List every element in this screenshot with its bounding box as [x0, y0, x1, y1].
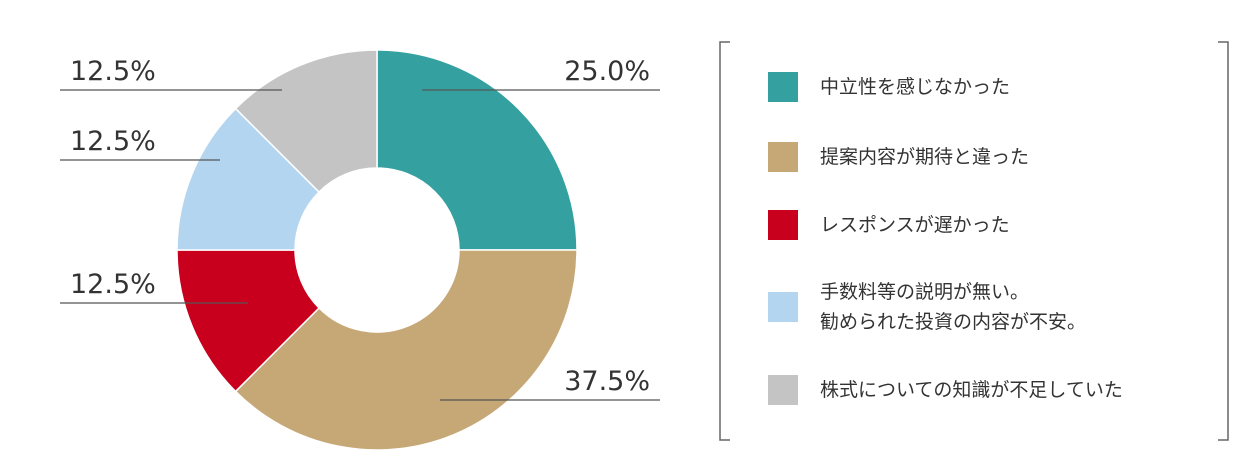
- donut-slice: [234, 49, 378, 194]
- legend-label: 株式についての知識が不足していた: [820, 379, 1123, 401]
- legend-bracket: [719, 41, 730, 441]
- legend-swatch: [768, 210, 798, 240]
- legend-label: レスポンスが遅かった: [820, 214, 1010, 236]
- value-label: 12.5%: [70, 126, 156, 157]
- value-label: 37.5%: [564, 366, 650, 397]
- legend-swatch: [768, 292, 798, 322]
- legend-label: 中立性を感じなかった: [820, 76, 1011, 98]
- donut-slice: [176, 107, 321, 251]
- legend-label: 手数料等の説明が無い。 勧められた投資の内容が不安。: [820, 281, 1087, 333]
- value-label: 12.5%: [70, 269, 156, 300]
- value-label: 12.5%: [70, 56, 156, 87]
- legend-swatch: [768, 375, 798, 405]
- legend-bracket: [1218, 41, 1229, 441]
- value-label: 25.0%: [564, 56, 650, 87]
- donut-slice: [176, 249, 321, 393]
- donut-slice: [376, 49, 578, 251]
- legend-swatch: [768, 142, 798, 172]
- legend-label: 提案内容が期待と違った: [820, 146, 1030, 168]
- legend-swatch: [768, 72, 798, 102]
